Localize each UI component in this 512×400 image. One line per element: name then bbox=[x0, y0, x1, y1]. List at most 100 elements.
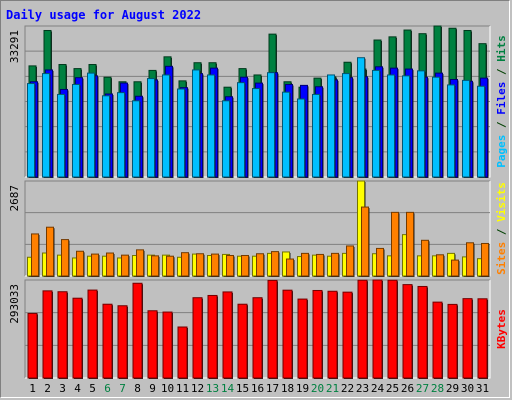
x-tick-label: 30 bbox=[461, 382, 474, 395]
sites-bar bbox=[196, 253, 205, 277]
sites-bar bbox=[286, 258, 295, 277]
bar-fill bbox=[87, 289, 98, 379]
sites-bar bbox=[91, 253, 100, 277]
pages-bar bbox=[447, 84, 456, 178]
kbytes-bar bbox=[312, 289, 323, 379]
bar-fill bbox=[162, 74, 170, 178]
pages-bar bbox=[342, 73, 351, 178]
bar-fill bbox=[372, 279, 383, 379]
pages-bar bbox=[207, 74, 216, 178]
bar-fill bbox=[57, 291, 68, 379]
bar-fill bbox=[106, 252, 114, 277]
bar-fill bbox=[46, 226, 54, 277]
y-max-label: 2687 bbox=[8, 185, 21, 212]
bar-fill bbox=[76, 250, 84, 277]
y-max-label: 33291 bbox=[8, 30, 21, 63]
pages-bar bbox=[282, 91, 291, 178]
kbytes-bar bbox=[282, 289, 293, 379]
bar-fill bbox=[211, 253, 219, 277]
bar-fill bbox=[117, 92, 125, 178]
bar-fill bbox=[421, 239, 429, 277]
bar-fill bbox=[316, 253, 324, 277]
x-tick-label: 3 bbox=[59, 382, 66, 395]
bar-fill bbox=[162, 311, 173, 379]
bar-fill bbox=[357, 279, 368, 379]
pages-bar bbox=[477, 85, 486, 178]
x-tick-label: 28 bbox=[431, 382, 444, 395]
bar-fill bbox=[462, 79, 470, 178]
x-tick-label: 19 bbox=[296, 382, 309, 395]
x-tick-label: 15 bbox=[236, 382, 249, 395]
bar-fill bbox=[27, 83, 35, 178]
kbytes-bar bbox=[162, 311, 173, 379]
bar-fill bbox=[417, 70, 425, 178]
bar-fill bbox=[177, 326, 188, 379]
kbytes-bar bbox=[222, 291, 233, 379]
sites-bar bbox=[316, 253, 325, 277]
sites-bar bbox=[226, 254, 235, 277]
kbytes-bar bbox=[207, 294, 218, 379]
bar-fill bbox=[136, 249, 144, 277]
kbytes-bar bbox=[147, 310, 158, 379]
x-tick-label: 8 bbox=[134, 382, 141, 395]
kbytes-bar bbox=[72, 297, 83, 379]
bar-fill bbox=[237, 82, 245, 178]
sites-bar bbox=[181, 252, 190, 277]
bar-fill bbox=[192, 69, 200, 178]
x-tick-label: 10 bbox=[161, 382, 174, 395]
kbytes-bar bbox=[102, 303, 113, 379]
bar-fill bbox=[466, 242, 474, 277]
x-tick-label: 22 bbox=[341, 382, 354, 395]
bar-fill bbox=[31, 233, 39, 277]
legend-entry: Files bbox=[495, 82, 508, 122]
bar-fill bbox=[297, 98, 305, 178]
bar-fill bbox=[312, 93, 320, 178]
pages-bar bbox=[267, 72, 276, 178]
kbytes-bar bbox=[402, 284, 413, 379]
x-tick-label: 24 bbox=[371, 382, 385, 395]
bar-fill bbox=[121, 254, 129, 277]
bar-fill bbox=[481, 242, 489, 277]
bar-fill bbox=[286, 258, 294, 277]
bar-fill bbox=[241, 254, 249, 277]
pages-bar bbox=[462, 79, 471, 178]
x-tick-label: 12 bbox=[191, 382, 204, 395]
sites-bar bbox=[256, 253, 265, 277]
x-tick-label: 14 bbox=[221, 382, 235, 395]
sites-bar bbox=[271, 251, 280, 277]
x-tick-label: 2 bbox=[44, 382, 51, 395]
x-tick-label: 11 bbox=[176, 382, 189, 395]
sites-bar bbox=[421, 239, 430, 277]
sites-bar bbox=[376, 247, 385, 277]
bar-fill bbox=[102, 303, 113, 379]
kbytes-bar bbox=[357, 279, 368, 379]
kbytes-bar bbox=[252, 297, 263, 379]
legend-entry: Pages bbox=[495, 135, 508, 168]
bar-fill bbox=[447, 303, 458, 379]
bar-fill bbox=[477, 85, 485, 178]
x-tick-label: 23 bbox=[356, 382, 369, 395]
sites-bar bbox=[136, 249, 145, 277]
bar-fill bbox=[361, 206, 369, 277]
bar-fill bbox=[327, 74, 335, 178]
x-tick-label: 7 bbox=[119, 382, 126, 395]
bar-fill bbox=[301, 252, 309, 277]
bar-fill bbox=[226, 254, 234, 277]
bar-fill bbox=[271, 251, 279, 277]
bar-fill bbox=[376, 247, 384, 277]
bar-fill bbox=[72, 297, 83, 379]
bar-fill bbox=[91, 253, 99, 277]
pages-bar bbox=[387, 74, 396, 178]
bar-fill bbox=[346, 245, 354, 277]
legend-entry: / bbox=[495, 228, 508, 242]
bar-fill bbox=[342, 73, 350, 178]
x-tick-label: 5 bbox=[89, 382, 96, 395]
bar-fill bbox=[256, 253, 264, 277]
pages-bar bbox=[432, 76, 441, 178]
pages-bar bbox=[72, 83, 81, 178]
panel-legend: Sites / Visits bbox=[495, 182, 508, 275]
kbytes-bar bbox=[372, 279, 383, 379]
x-tick-label: 1 bbox=[29, 382, 36, 395]
